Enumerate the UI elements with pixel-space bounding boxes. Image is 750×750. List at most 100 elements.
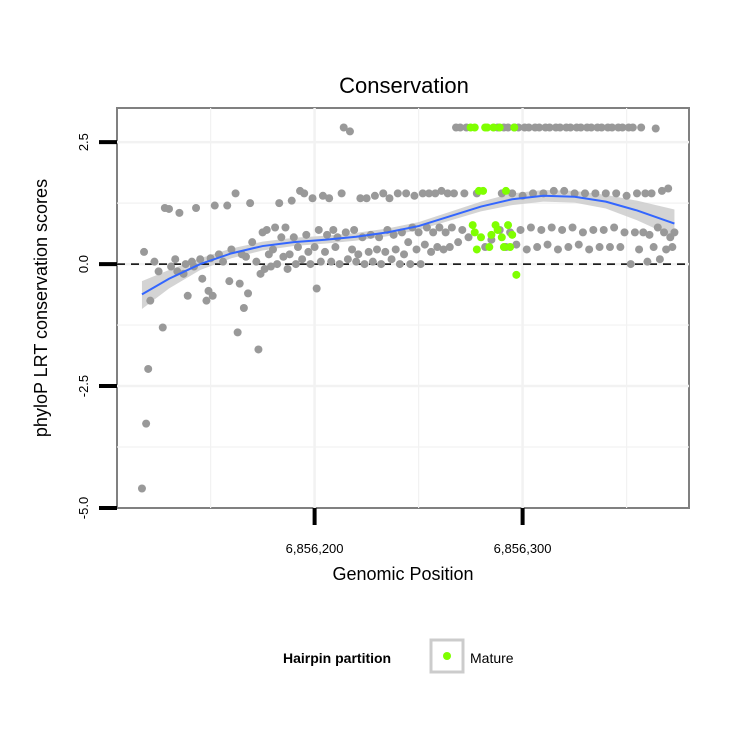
data-point-unlabeled: [418, 189, 427, 198]
data-point-unlabeled: [158, 323, 167, 332]
data-point-unlabeled: [354, 250, 363, 259]
data-point-unlabeled: [254, 345, 263, 354]
data-point-unlabeled: [441, 228, 450, 237]
data-point-unlabeled: [595, 243, 604, 252]
data-point-unlabeled: [154, 267, 163, 276]
data-point-unlabeled: [630, 228, 639, 237]
data-point-unlabeled: [325, 194, 334, 203]
data-point-unlabeled: [560, 186, 569, 195]
data-point-unlabeled: [198, 274, 207, 283]
data-point-unlabeled: [429, 228, 438, 237]
data-point-unlabeled: [549, 186, 558, 195]
data-point-unlabeled: [327, 257, 336, 266]
data-point-unlabeled: [566, 123, 575, 132]
data-point-unlabeled: [535, 123, 544, 132]
data-point-unlabeled: [622, 191, 631, 200]
data-point-unlabeled: [618, 123, 627, 132]
data-point-unlabeled: [241, 252, 250, 261]
data-point-unlabeled: [591, 189, 600, 198]
data-point-unlabeled: [285, 250, 294, 259]
data-point-unlabeled: [437, 186, 446, 195]
data-point-mature: [493, 225, 502, 234]
data-point-unlabeled: [612, 189, 621, 198]
data-point-unlabeled: [277, 233, 286, 242]
data-point-unlabeled: [279, 252, 288, 261]
data-point-unlabeled: [449, 189, 458, 198]
data-point-mature: [501, 186, 510, 195]
data-point-unlabeled: [647, 189, 656, 198]
data-point-mature: [489, 123, 498, 132]
y-tick-label: -5.0: [76, 497, 91, 519]
data-point-mature: [485, 243, 494, 252]
data-point-unlabeled: [651, 124, 660, 133]
data-point-unlabeled: [283, 264, 292, 273]
data-point-unlabeled: [233, 328, 242, 337]
data-point-mature: [512, 270, 521, 279]
data-point-unlabeled: [626, 260, 635, 269]
data-point-unlabeled: [655, 255, 664, 264]
data-point-unlabeled: [300, 189, 309, 198]
data-point-unlabeled: [416, 260, 425, 269]
smooth-trend-line: [141, 194, 675, 296]
data-point-mature: [470, 123, 479, 132]
data-point-unlabeled: [427, 247, 436, 256]
data-point-unlabeled: [140, 247, 149, 256]
data-point-unlabeled: [223, 201, 232, 210]
data-point-unlabeled: [248, 238, 257, 247]
data-point-unlabeled: [529, 189, 537, 198]
data-point-unlabeled: [275, 199, 284, 208]
data-point-unlabeled: [144, 364, 153, 373]
data-point-unlabeled: [352, 257, 361, 266]
data-point-unlabeled: [576, 123, 585, 132]
data-point-unlabeled: [597, 123, 606, 132]
data-point-mature: [477, 233, 485, 242]
data-point-unlabeled: [420, 240, 429, 249]
data-point-unlabeled: [653, 223, 662, 232]
data-point-unlabeled: [291, 260, 300, 269]
data-point-unlabeled: [262, 225, 271, 234]
y-axis-title: phyloP LRT conservation scores: [31, 179, 51, 437]
data-point-unlabeled: [454, 238, 463, 247]
x-tick-label: 6,856,200: [286, 541, 344, 556]
x-axis: 6,856,200 6,856,300: [286, 508, 552, 556]
data-point-unlabeled: [266, 262, 275, 271]
data-point-unlabeled: [664, 184, 673, 193]
data-point-unlabeled: [165, 204, 173, 213]
y-tick-label: 0.0: [76, 255, 91, 273]
data-point-unlabeled: [670, 228, 679, 237]
data-point-unlabeled: [610, 223, 619, 232]
data-point-unlabeled: [370, 191, 379, 200]
data-point-mature: [487, 230, 496, 239]
smooth-line-layer: [141, 194, 675, 296]
data-point-unlabeled: [181, 260, 190, 269]
data-point-unlabeled: [578, 228, 587, 237]
data-point-unlabeled: [547, 223, 556, 232]
data-point-mature: [472, 245, 481, 254]
data-point-unlabeled: [589, 225, 598, 234]
data-point-mature: [481, 123, 490, 132]
data-point-unlabeled: [395, 260, 404, 269]
data-point-unlabeled: [183, 291, 192, 300]
data-point-unlabeled: [150, 257, 159, 266]
data-point-unlabeled: [219, 257, 228, 266]
data-point-unlabeled: [348, 245, 357, 254]
data-point-unlabeled: [298, 255, 307, 264]
data-point-unlabeled: [337, 189, 346, 198]
y-tick-label: 2.5: [76, 133, 91, 151]
data-point-unlabeled: [208, 291, 217, 300]
data-point-unlabeled: [400, 250, 409, 259]
data-point-unlabeled: [210, 201, 219, 210]
data-point-unlabeled: [616, 243, 625, 252]
data-point-unlabeled: [570, 189, 579, 198]
data-point-unlabeled: [273, 260, 282, 269]
data-point-unlabeled: [410, 191, 419, 200]
data-point-unlabeled: [524, 123, 533, 132]
data-point-unlabeled: [335, 260, 344, 269]
data-point-mature: [508, 230, 517, 239]
data-point-mature: [468, 221, 477, 230]
data-point-unlabeled: [537, 225, 546, 234]
data-point-unlabeled: [321, 247, 329, 256]
data-point-unlabeled: [389, 230, 398, 239]
data-point-unlabeled: [404, 238, 413, 247]
data-point-unlabeled: [364, 247, 373, 256]
